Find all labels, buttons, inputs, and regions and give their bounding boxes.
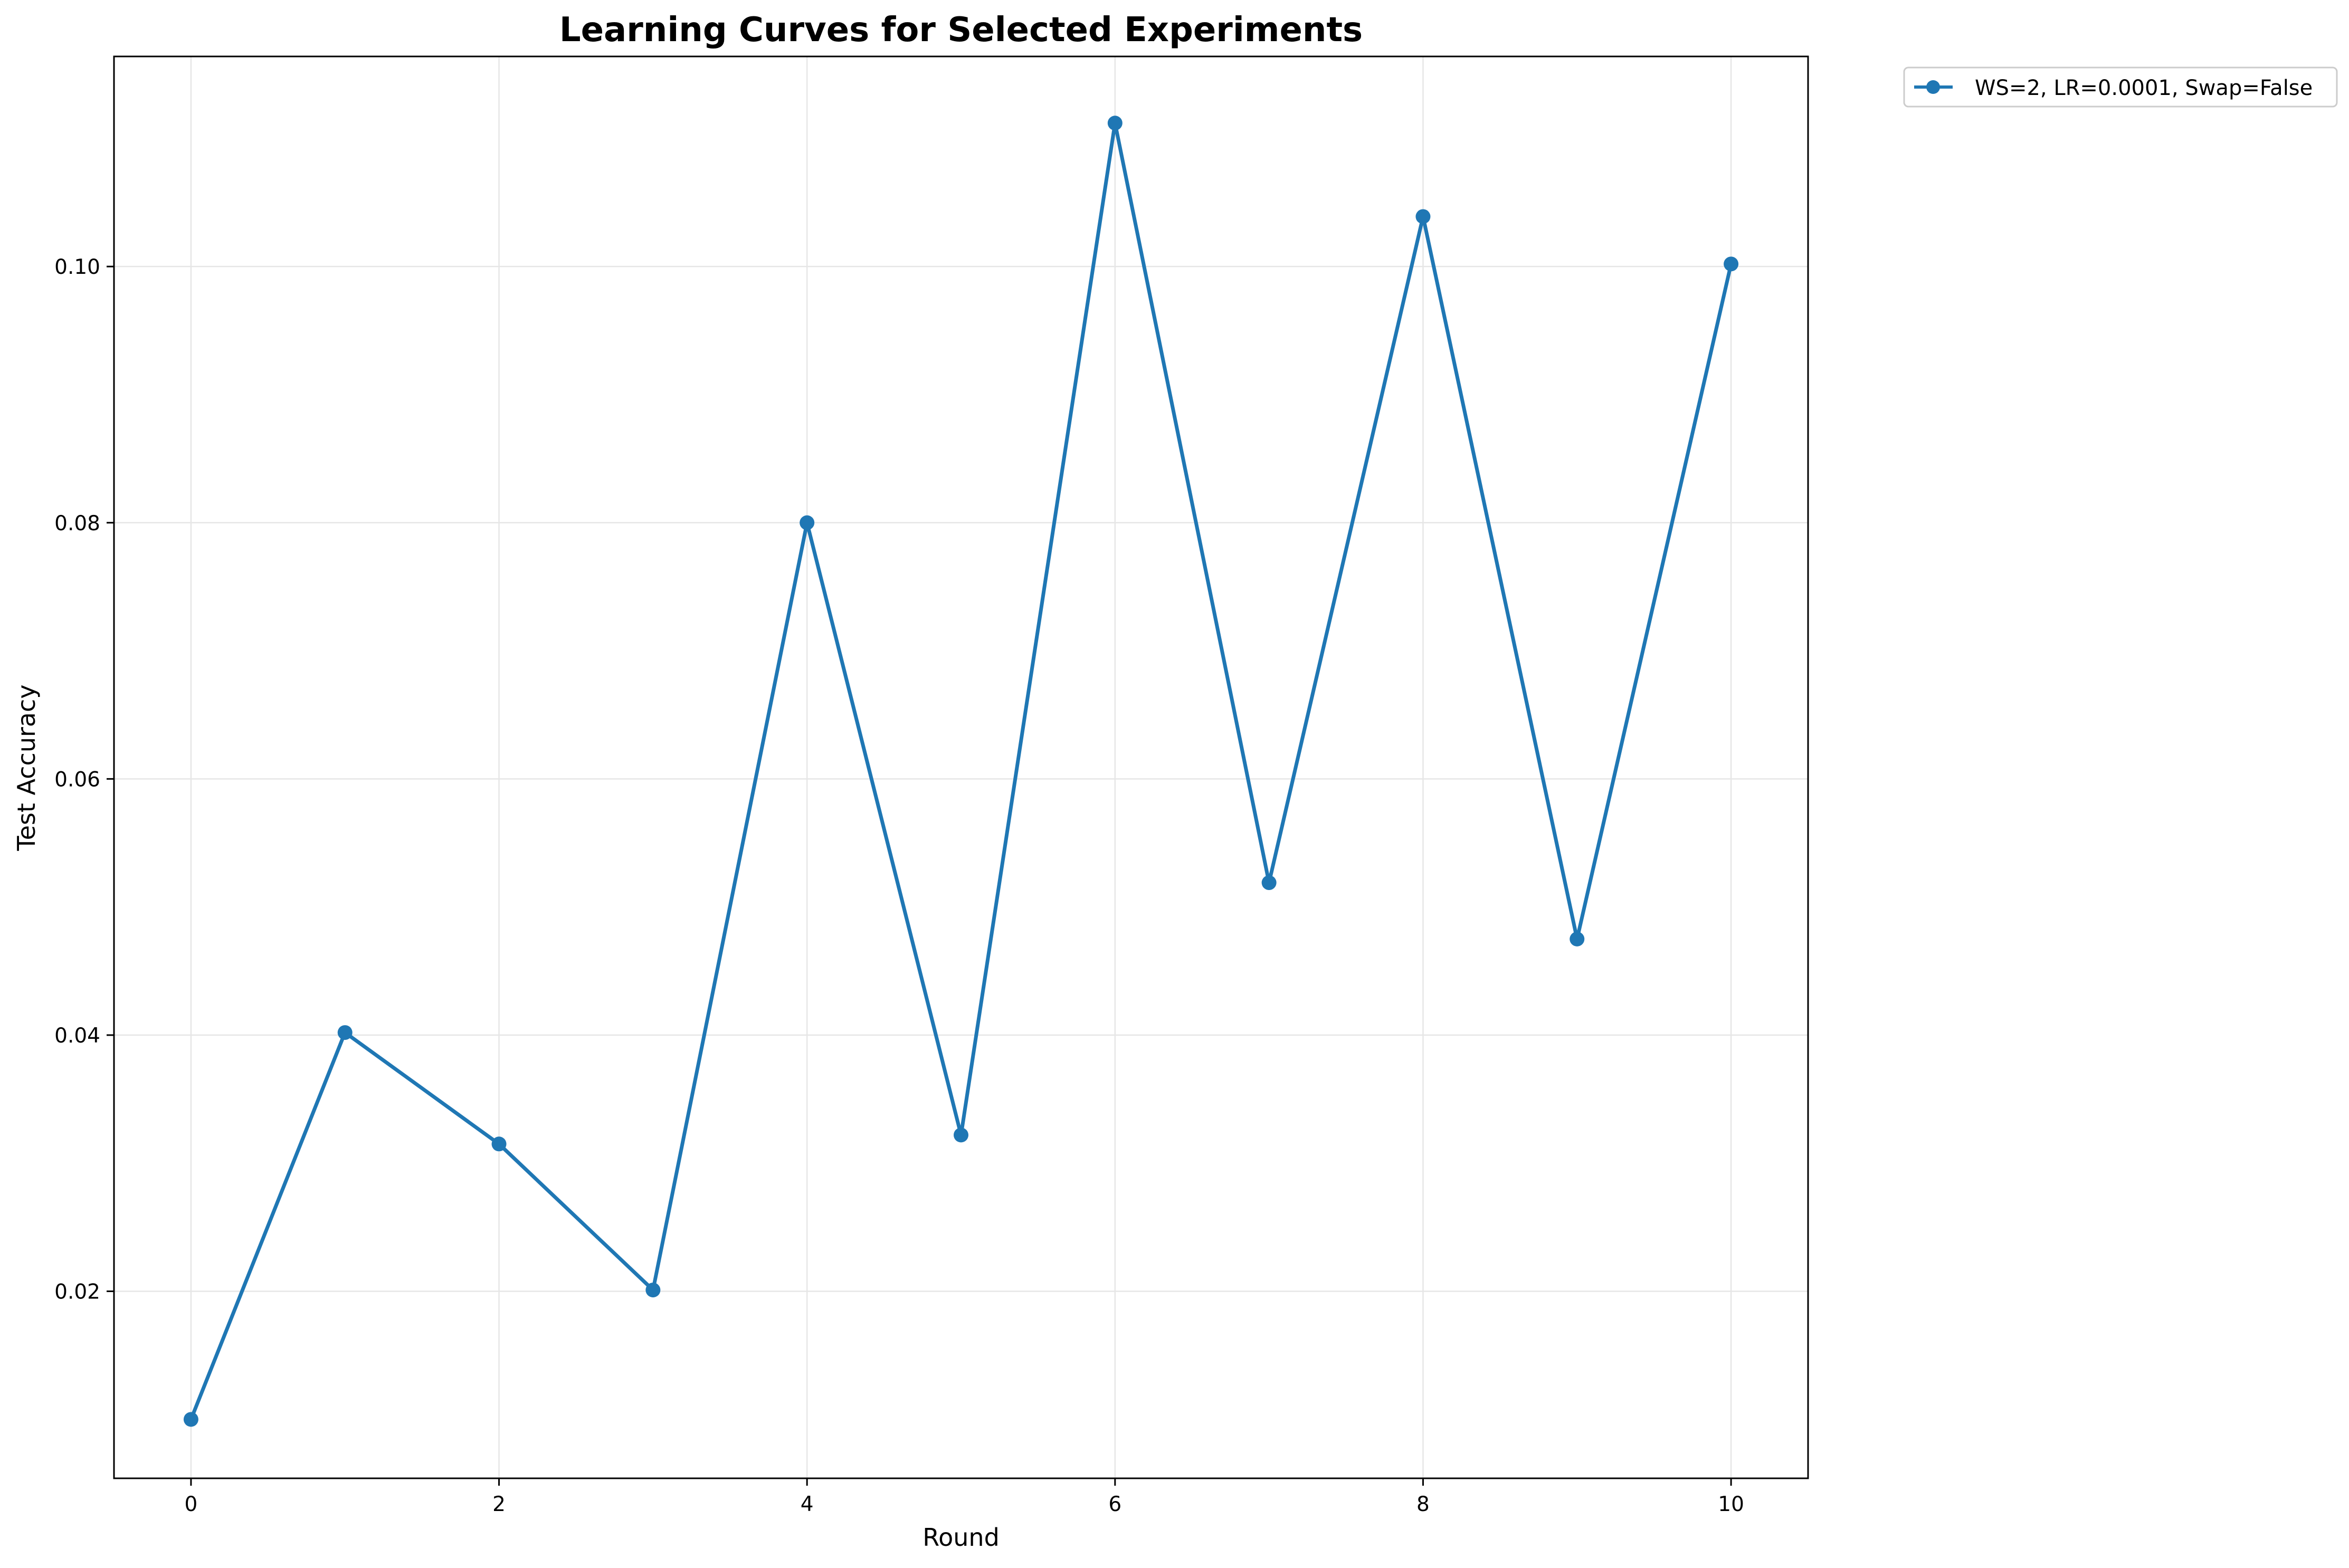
- y-axis-label: Test Accuracy: [12, 684, 41, 851]
- data-point: [1724, 256, 1739, 272]
- data-point: [1570, 931, 1585, 946]
- plot-frame: [113, 55, 1809, 1479]
- series-layer: [183, 116, 1739, 1427]
- data-point: [1415, 209, 1431, 224]
- legend-frame: [1903, 66, 2338, 108]
- data-point: [337, 1025, 353, 1040]
- data-point: [183, 1412, 198, 1427]
- x-axis-label: Round: [923, 1523, 1000, 1552]
- axis-layer: 0 2 4 6 8 10 0.02 0.04 0.06 0.08 0.10: [54, 255, 1744, 1516]
- data-point: [645, 1283, 661, 1298]
- y-tick-label: 0.06: [54, 768, 100, 791]
- chart-title: Learning Curves for Selected Experiments: [559, 11, 1363, 50]
- data-point: [954, 1127, 968, 1143]
- legend: WS=2, LR=0.0001, Swap=False: [1903, 66, 2338, 108]
- data-point: [491, 1136, 507, 1152]
- y-tick-label: 0.10: [54, 255, 100, 279]
- y-tick-label: 0.02: [54, 1280, 100, 1304]
- x-tick-label: 0: [184, 1493, 197, 1516]
- x-tick-label: 2: [492, 1493, 506, 1516]
- data-point: [1261, 875, 1277, 891]
- data-point: [1107, 116, 1123, 131]
- legend-marker-swatch: [1926, 80, 1940, 94]
- legend-label: WS=2, LR=0.0001, Swap=False: [1975, 76, 2313, 100]
- y-tick-label: 0.04: [54, 1024, 100, 1048]
- grid-lines: [114, 56, 1808, 1478]
- y-tick-label: 0.08: [54, 512, 100, 536]
- x-tick-label: 8: [1416, 1493, 1430, 1516]
- x-tick-label: 4: [801, 1493, 814, 1516]
- x-tick-label: 10: [1718, 1493, 1744, 1516]
- data-point: [800, 515, 815, 530]
- x-tick-label: 6: [1108, 1493, 1121, 1516]
